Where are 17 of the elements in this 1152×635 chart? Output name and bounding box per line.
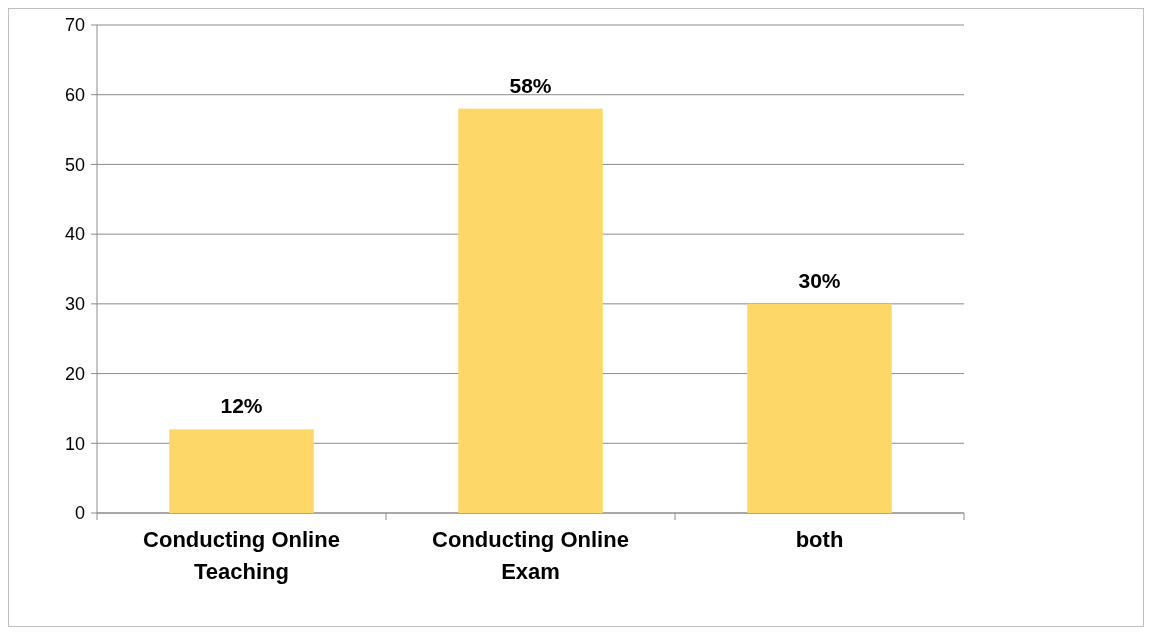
y-tick-label: 50 <box>64 154 85 175</box>
y-tick-label: 60 <box>64 85 85 106</box>
bar <box>458 108 603 513</box>
x-tick-label: Conducting Online Exam <box>432 527 629 584</box>
y-tick-label: 20 <box>64 363 85 384</box>
bar <box>747 303 892 513</box>
data-label: 12% <box>220 394 263 418</box>
data-label: 30% <box>798 268 841 292</box>
y-tick-label: 30 <box>64 294 85 315</box>
y-tick-label: 10 <box>64 433 85 454</box>
y-tick-label: 70 <box>64 15 85 36</box>
bar <box>169 429 314 513</box>
x-tick-label: Conducting Online Teaching <box>143 527 340 584</box>
y-tick-label: 0 <box>74 503 85 524</box>
data-label: 58% <box>509 73 552 97</box>
y-tick-label: 40 <box>64 224 85 245</box>
x-tick-label: both <box>795 527 844 552</box>
